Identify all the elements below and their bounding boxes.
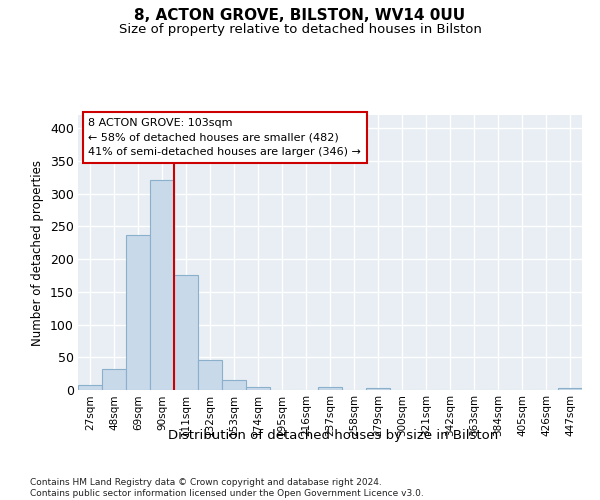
Text: Distribution of detached houses by size in Bilston: Distribution of detached houses by size …	[168, 428, 498, 442]
Bar	[558, 388, 582, 390]
Bar	[222, 380, 246, 390]
Bar	[150, 180, 174, 390]
Bar	[246, 386, 270, 390]
Bar	[78, 385, 102, 390]
Bar	[126, 235, 150, 390]
Text: 8, ACTON GROVE, BILSTON, WV14 0UU: 8, ACTON GROVE, BILSTON, WV14 0UU	[134, 8, 466, 22]
Bar	[318, 386, 342, 390]
Text: 8 ACTON GROVE: 103sqm
← 58% of detached houses are smaller (482)
41% of semi-det: 8 ACTON GROVE: 103sqm ← 58% of detached …	[88, 118, 361, 158]
Text: Size of property relative to detached houses in Bilston: Size of property relative to detached ho…	[119, 22, 481, 36]
Bar	[102, 369, 126, 390]
Text: Contains HM Land Registry data © Crown copyright and database right 2024.
Contai: Contains HM Land Registry data © Crown c…	[30, 478, 424, 498]
Y-axis label: Number of detached properties: Number of detached properties	[31, 160, 44, 346]
Bar	[174, 276, 198, 390]
Bar	[366, 388, 390, 390]
Bar	[198, 360, 222, 390]
